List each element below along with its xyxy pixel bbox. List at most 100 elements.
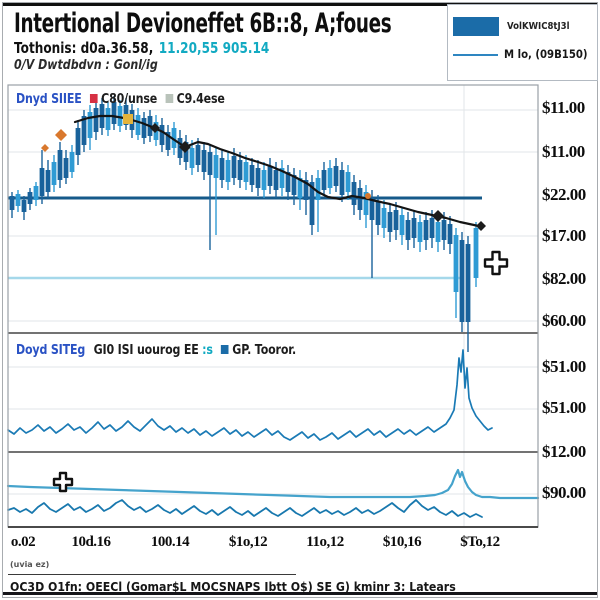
marker-diamond-icon	[150, 123, 160, 133]
x-axis-label: 10d.16	[71, 534, 111, 550]
candle-body	[333, 166, 339, 186]
footer-divider	[8, 574, 296, 575]
candle-body	[21, 200, 27, 212]
candle-body	[339, 170, 345, 195]
candle-body	[15, 194, 21, 206]
quote-change-values: 11.20,55 905.14	[158, 39, 270, 57]
candle-body	[423, 220, 429, 240]
candle-body	[303, 180, 309, 200]
candle-body	[315, 178, 321, 200]
moving-average-line	[73, 114, 485, 229]
candle-body	[201, 150, 207, 172]
y-axis-label: $51.00	[542, 357, 586, 376]
candle-body	[465, 244, 471, 322]
y-axis-label: $17.00	[542, 226, 586, 245]
candle-body	[33, 186, 39, 200]
candle-body	[273, 170, 279, 190]
y-axis-label: $22.00	[542, 185, 586, 204]
candle-body	[111, 102, 117, 124]
series2-label: C9.4ese	[176, 92, 225, 107]
marker-diamond-icon	[179, 141, 191, 153]
ma-legend-label: M lo, (09B150)	[504, 47, 588, 61]
candle-body	[411, 218, 417, 238]
candle-body	[363, 192, 369, 215]
y-axis-label: $51.00	[542, 398, 586, 417]
candle-body	[189, 148, 195, 168]
candle-body	[45, 170, 51, 192]
candle-body	[447, 224, 453, 244]
y-axis-label: $82.00	[542, 269, 586, 288]
candle-body	[267, 166, 273, 186]
marker-square-icon	[123, 114, 133, 124]
quote-values: Tothonis: d0a.36.58,	[14, 39, 154, 57]
candle-body	[357, 188, 363, 210]
candle-body	[87, 112, 93, 138]
candle-body	[51, 162, 57, 185]
candle-body	[117, 106, 123, 126]
top-border-bar	[3, 3, 597, 6]
candle-body	[195, 145, 201, 165]
plot-border	[7, 84, 539, 528]
top-legend-box: VolKWIC8tJ3l M lo, (09B150)	[447, 4, 598, 81]
volume-swatch-icon	[453, 17, 499, 36]
candle-body	[459, 240, 465, 322]
candle-body	[453, 235, 459, 292]
oscillator-panel-legend[interactable]: Doyd SITEg GI0 ISI uourog EE:s GP. Tooror.	[16, 343, 296, 358]
oscillator-series-label: GP. Tooror.	[232, 343, 296, 358]
candle-body	[345, 172, 351, 192]
candle-body	[105, 108, 111, 130]
candle-body	[417, 222, 423, 242]
candle-body	[381, 208, 387, 228]
candle-body	[225, 160, 231, 182]
page-title: Intertional Devioneffet 6B::8, A;foues	[14, 8, 392, 39]
marker-diamond-icon	[41, 144, 49, 152]
oscillator-swatch-icon	[221, 345, 229, 354]
candle-body	[63, 158, 69, 178]
candle-body	[27, 192, 33, 204]
oscillator-line	[7, 349, 493, 441]
footer-note: (uvia ez)	[10, 560, 50, 569]
candle-body	[243, 162, 249, 182]
x-axis-label: $To,12	[460, 534, 500, 550]
oscillator-panel-title: Doyd SITEg	[16, 343, 86, 358]
volume-legend-label: VolKWIC8tJ3l	[507, 21, 570, 32]
footer-attribution: OC3D O1fn: OEECl (Gomar$L MOCSNAPS Ibtt …	[10, 579, 456, 594]
candle-body	[441, 220, 447, 240]
series1-swatch-icon	[90, 94, 98, 103]
candle-body	[309, 182, 315, 225]
candle-body	[249, 165, 255, 185]
candle-body	[321, 170, 327, 190]
candle-body	[387, 212, 393, 232]
bottom-border-bar	[3, 592, 597, 595]
candle-body	[291, 175, 297, 195]
candle-body	[231, 156, 237, 178]
oscillator-teal-suffix: :s	[202, 343, 213, 358]
candle-body	[369, 198, 375, 220]
y-axis-label: $12.00	[542, 442, 586, 461]
candle-body	[393, 210, 399, 230]
indicator-lower-line	[7, 499, 483, 518]
indicator-upper-line	[6, 468, 540, 500]
ma-line-icon	[453, 54, 498, 56]
series2-swatch-icon	[165, 94, 174, 103]
top-legend-row-volume[interactable]: VolKWIC8tJ3l	[453, 15, 593, 37]
y-axis-label: $90.00	[542, 483, 586, 502]
candle-body	[9, 196, 15, 210]
y-axis-label: $60.00	[542, 311, 586, 330]
oscillator-label: GI0 ISI uourog EE	[93, 343, 199, 358]
x-axis-label: 100.14	[150, 534, 190, 550]
candle-body	[261, 170, 267, 190]
candle-body	[141, 118, 147, 138]
candle-body	[255, 168, 261, 188]
candle-body	[297, 178, 303, 198]
candle-body	[429, 218, 435, 238]
candle-body	[159, 125, 165, 145]
marker-diamond-icon	[476, 221, 486, 231]
price-panel-legend[interactable]: Dnyd SIIEE C80/unse C9.4ese	[16, 92, 225, 107]
y-axis-label: $11.00	[542, 142, 585, 161]
top-legend-row-ma[interactable]: M lo, (09B150)	[453, 45, 593, 65]
candle-body	[39, 168, 45, 196]
crosshair-cursor-icon	[52, 471, 74, 493]
